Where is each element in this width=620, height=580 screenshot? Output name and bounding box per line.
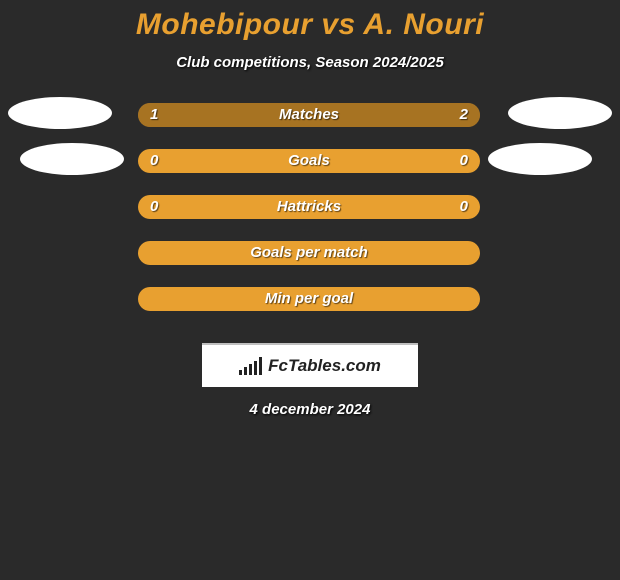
- stat-bar: Goals per match: [138, 241, 480, 265]
- comparison-infographic: Mohebipour vs A. Nouri Club competitions…: [0, 0, 620, 418]
- page-title: Mohebipour vs A. Nouri: [0, 8, 620, 42]
- stat-bar-fill-left: [138, 103, 252, 127]
- stat-bar: Min per goal: [138, 287, 480, 311]
- player-ellipse-right: [488, 143, 592, 175]
- player-ellipse-right: [508, 97, 612, 129]
- stat-value-right: 0: [460, 195, 468, 219]
- stat-row: 0 0Goals: [0, 149, 620, 195]
- stat-bar: 0 0Hattricks: [138, 195, 480, 219]
- stat-value-left: 0: [150, 149, 158, 173]
- page-subtitle: Club competitions, Season 2024/2025: [0, 54, 620, 71]
- stat-row: Goals per match: [0, 241, 620, 287]
- stat-value-left: 0: [150, 195, 158, 219]
- stat-row: 0 0Hattricks: [0, 195, 620, 241]
- stat-label: Min per goal: [138, 287, 480, 311]
- stats-section: 12Matches00Goals00HattricksGoals per mat…: [0, 103, 620, 333]
- stat-label: Goals per match: [138, 241, 480, 265]
- attribution-text: FcTables.com: [268, 356, 381, 376]
- stat-label: Goals: [138, 149, 480, 173]
- stat-value-right: 0: [460, 149, 468, 173]
- stat-bar-fill-right: [252, 103, 480, 127]
- stat-bar: 12Matches: [138, 103, 480, 127]
- bar-chart-icon: [239, 357, 262, 375]
- attribution-badge: FcTables.com: [202, 343, 418, 387]
- player-ellipse-left: [8, 97, 112, 129]
- stat-row: 12Matches: [0, 103, 620, 149]
- player-ellipse-left: [20, 143, 124, 175]
- stat-label: Hattricks: [138, 195, 480, 219]
- date-text: 4 december 2024: [0, 401, 620, 418]
- stat-row: Min per goal: [0, 287, 620, 333]
- stat-bar: 0 0Goals: [138, 149, 480, 173]
